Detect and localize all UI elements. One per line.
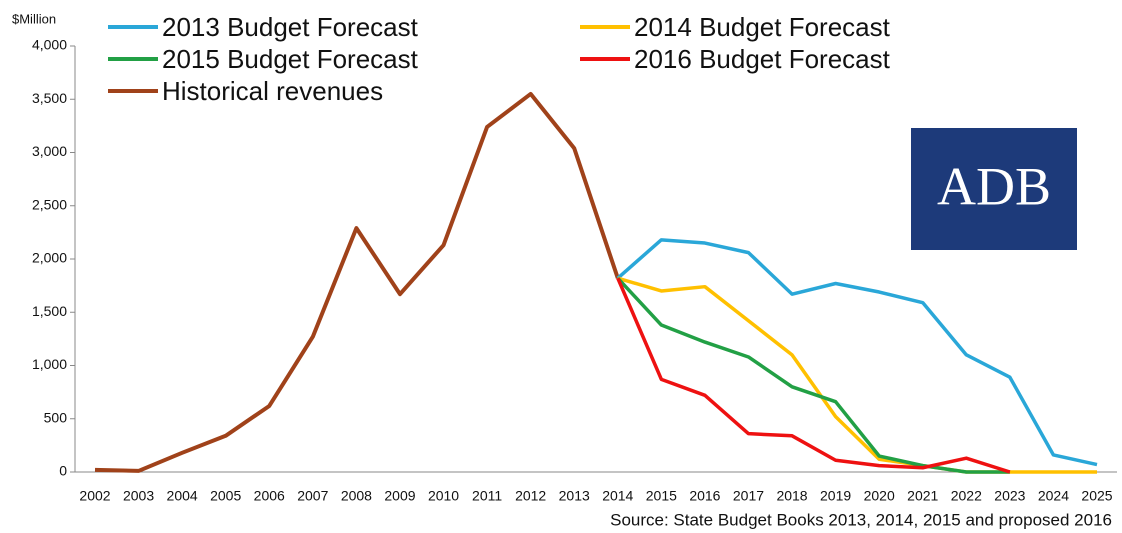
series-line <box>616 238 1098 467</box>
series-line <box>616 276 1010 474</box>
y-tick-label: 3,000 <box>32 143 67 159</box>
y-tick-label: 1,000 <box>32 356 67 372</box>
x-tick-label: 2013 <box>559 488 590 504</box>
y-tick-label: 3,500 <box>32 90 67 106</box>
x-tick-label: 2008 <box>341 488 372 504</box>
x-tick-label: 2020 <box>864 488 895 504</box>
y-axis-label: $Million <box>12 11 56 26</box>
source-note: Source: State Budget Books 2013, 2014, 2… <box>610 510 1112 529</box>
series-line <box>617 276 1097 474</box>
legend-label: 2014 Budget Forecast <box>634 12 891 42</box>
y-tick-label: 500 <box>44 409 68 425</box>
x-tick-label: 2002 <box>79 488 110 504</box>
x-tick-label: 2014 <box>602 488 633 504</box>
y-tick-label: 1,500 <box>32 303 67 319</box>
x-tick-label: 2019 <box>820 488 851 504</box>
legend-label: Historical revenues <box>162 76 383 106</box>
x-tick-label: 2007 <box>297 488 328 504</box>
x-tick-label: 2016 <box>689 488 720 504</box>
series-line <box>616 277 1011 474</box>
x-tick-label: 2003 <box>123 488 154 504</box>
legend-label: 2013 Budget Forecast <box>162 12 419 42</box>
series-line <box>94 91 620 473</box>
x-tick-label: 2005 <box>210 488 241 504</box>
y-tick-label: 0 <box>59 463 67 479</box>
x-tick-label: 2021 <box>907 488 938 504</box>
x-tick-label: 2010 <box>428 488 459 504</box>
x-tick-label: 2018 <box>776 488 807 504</box>
legend-label: 2016 Budget Forecast <box>634 44 891 74</box>
x-tick-label: 2022 <box>951 488 982 504</box>
x-tick-label: 2004 <box>167 488 198 504</box>
x-tick-label: 2024 <box>1038 488 1069 504</box>
x-tick-label: 2017 <box>733 488 764 504</box>
x-tick-label: 2025 <box>1081 488 1112 504</box>
x-tick-label: 2012 <box>515 488 546 504</box>
logo-text: ADB <box>937 156 1051 216</box>
x-tick-label: 2009 <box>384 488 415 504</box>
x-tick-label: 2006 <box>254 488 285 504</box>
logo-box <box>911 128 1077 250</box>
x-tick-label: 2011 <box>472 488 502 504</box>
y-tick-label: 2,500 <box>32 196 67 212</box>
x-tick-label: 2015 <box>646 488 677 504</box>
y-tick-label: 4,000 <box>32 37 67 53</box>
x-tick-label: 2023 <box>994 488 1025 504</box>
y-tick-label: 2,000 <box>32 250 67 266</box>
legend-label: 2015 Budget Forecast <box>162 44 419 74</box>
